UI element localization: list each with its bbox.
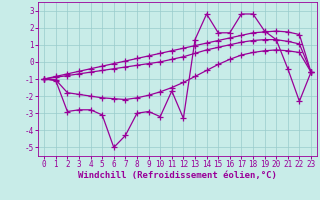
X-axis label: Windchill (Refroidissement éolien,°C): Windchill (Refroidissement éolien,°C) [78, 171, 277, 180]
